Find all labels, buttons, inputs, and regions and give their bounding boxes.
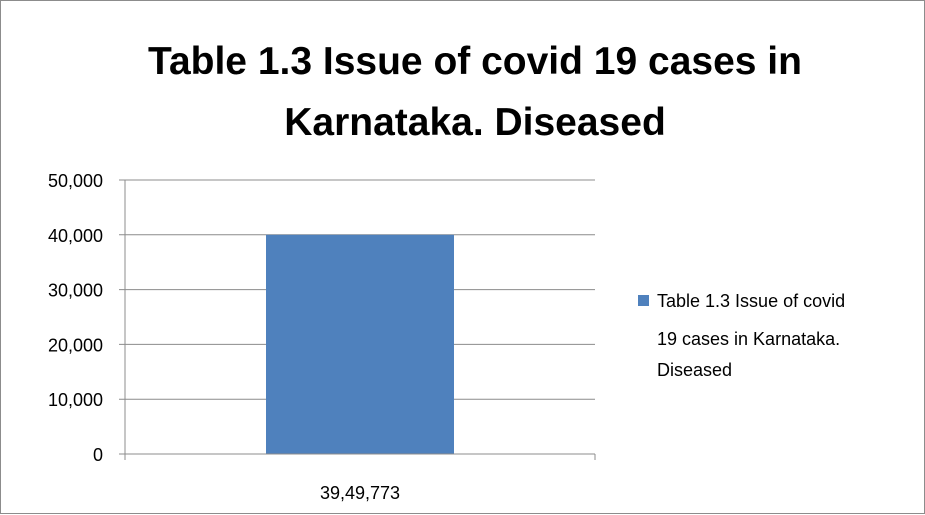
legend-label-line-3: Diseased [657, 360, 732, 380]
legend-label-line-1: Table 1.3 Issue of covid [657, 291, 845, 311]
x-tick-labels: 39,49,773 [320, 483, 400, 503]
chart-title-line-2: Karnataka. Diseased [284, 101, 666, 144]
axes [119, 180, 596, 460]
y-tick-label: 40,000 [48, 226, 103, 246]
chart-title-line-1: Table 1.3 Issue of covid 19 cases in [148, 40, 802, 83]
y-tick-label: 50,000 [48, 171, 103, 191]
y-tick-label: 30,000 [48, 281, 103, 301]
y-tick-label: 0 [93, 445, 103, 465]
y-tick-label: 10,000 [48, 390, 103, 410]
legend-swatch [638, 295, 649, 306]
bar [266, 234, 454, 454]
y-tick-label: 20,000 [48, 335, 103, 355]
bars [266, 234, 454, 454]
legend: Table 1.3 Issue of covid 19 cases in Kar… [638, 291, 845, 380]
x-tick-label: 39,49,773 [320, 483, 400, 503]
y-tick-labels: 0 10,000 20,000 30,000 40,000 50,000 [48, 171, 103, 465]
legend-label-line-2: 19 cases in Karnataka. [657, 329, 840, 349]
